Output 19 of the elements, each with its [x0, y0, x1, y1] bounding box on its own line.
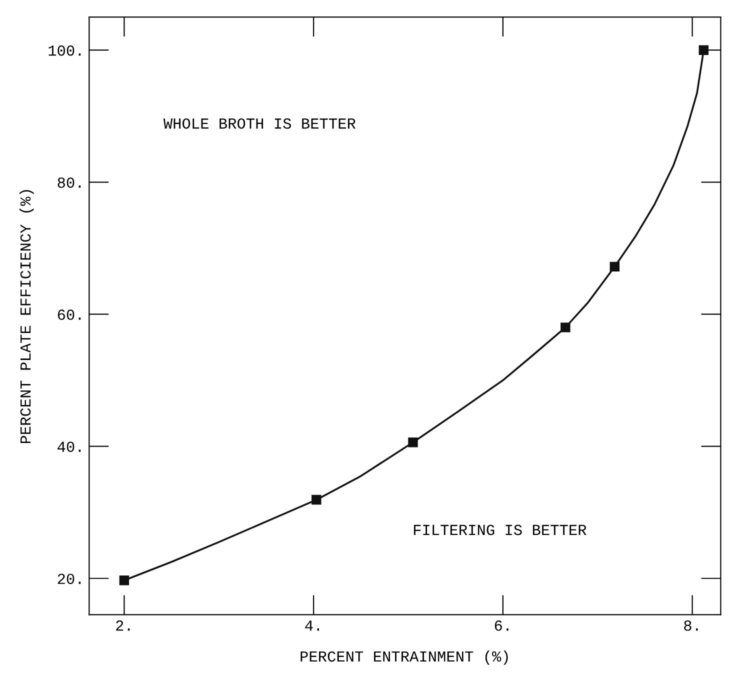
x-tick-label: 6.: [494, 620, 508, 631]
y-axis-title: PERCENT PLATE EFFICIENCY (%): [19, 190, 34, 444]
point: [560, 322, 570, 332]
annotation: WHOLE BROTH IS BETTER: [163, 118, 356, 129]
y-tick-label: 60.: [58, 310, 81, 320]
y-tick-label: 100.: [48, 45, 81, 56]
x-tick-label: 8.: [684, 620, 698, 631]
x-tick-label: 4.: [305, 620, 320, 631]
point: [698, 45, 709, 55]
point: [408, 437, 418, 448]
x-tick-label: 2.: [116, 620, 130, 631]
y-tick-label: 20.: [58, 574, 81, 584]
annotation: FILTERING IS BETTER: [414, 524, 586, 536]
y-tick-label: 40.: [58, 442, 81, 452]
y-tick-label: 80.: [58, 177, 81, 188]
point: [610, 262, 620, 272]
point: [312, 494, 322, 505]
point: [119, 576, 130, 586]
x-axis-title: PERCENT ENTRAINMENT (%): [300, 650, 508, 665]
